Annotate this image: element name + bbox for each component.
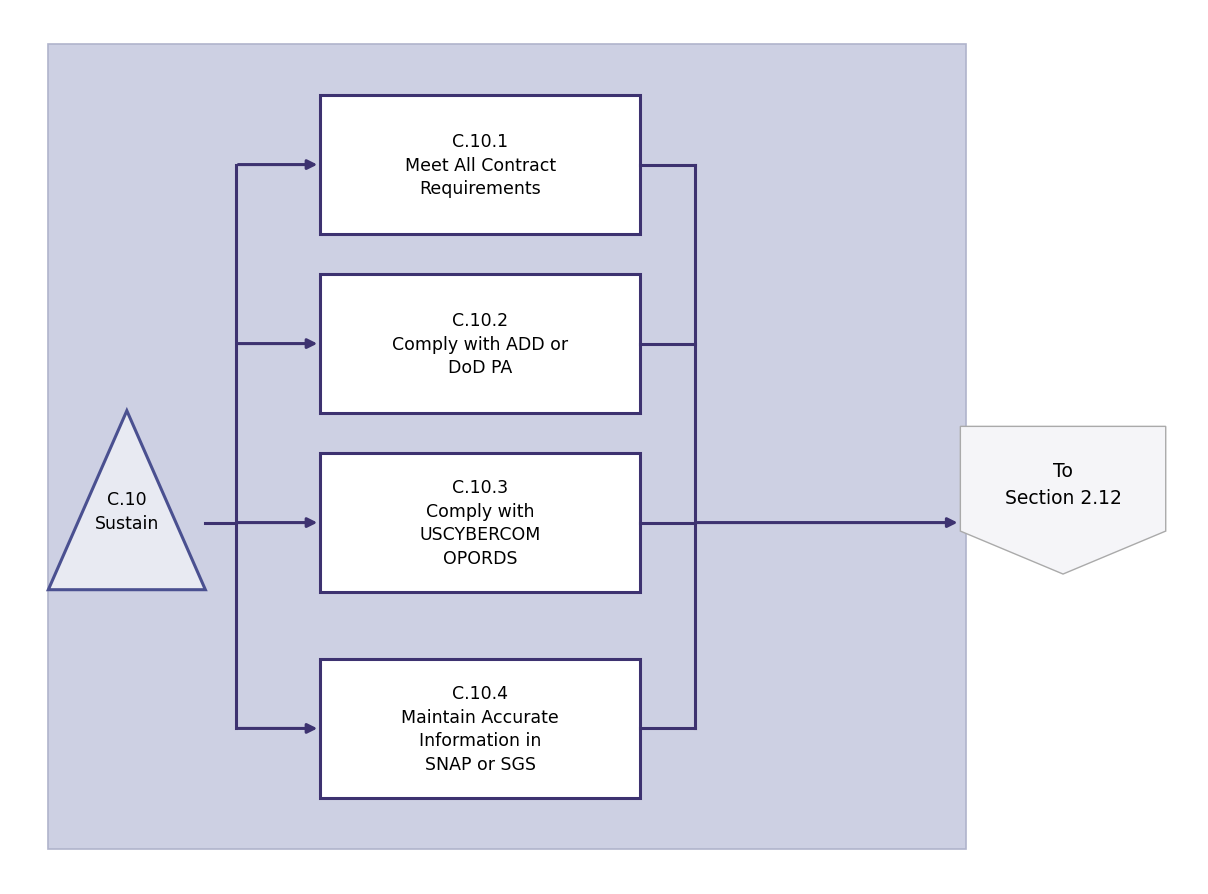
Text: To
Section 2.12: To Section 2.12 — [1005, 462, 1121, 507]
Text: C.10.2
Comply with ADD or
DoD PA: C.10.2 Comply with ADD or DoD PA — [393, 312, 568, 376]
Bar — [320, 275, 640, 413]
Bar — [48, 45, 966, 849]
Text: C.10.1
Meet All Contract
Requirements: C.10.1 Meet All Contract Requirements — [405, 133, 556, 198]
Text: C.10.4
Maintain Accurate
Information in
SNAP or SGS: C.10.4 Maintain Accurate Information in … — [401, 684, 559, 773]
Bar — [320, 660, 640, 797]
Bar — [320, 454, 640, 593]
Polygon shape — [48, 411, 205, 590]
Bar — [320, 97, 640, 235]
Polygon shape — [960, 427, 1166, 575]
Text: C.10.3
Comply with
USCYBERCOM
OPORDS: C.10.3 Comply with USCYBERCOM OPORDS — [419, 478, 541, 568]
Text: C.10
Sustain: C.10 Sustain — [94, 491, 159, 532]
